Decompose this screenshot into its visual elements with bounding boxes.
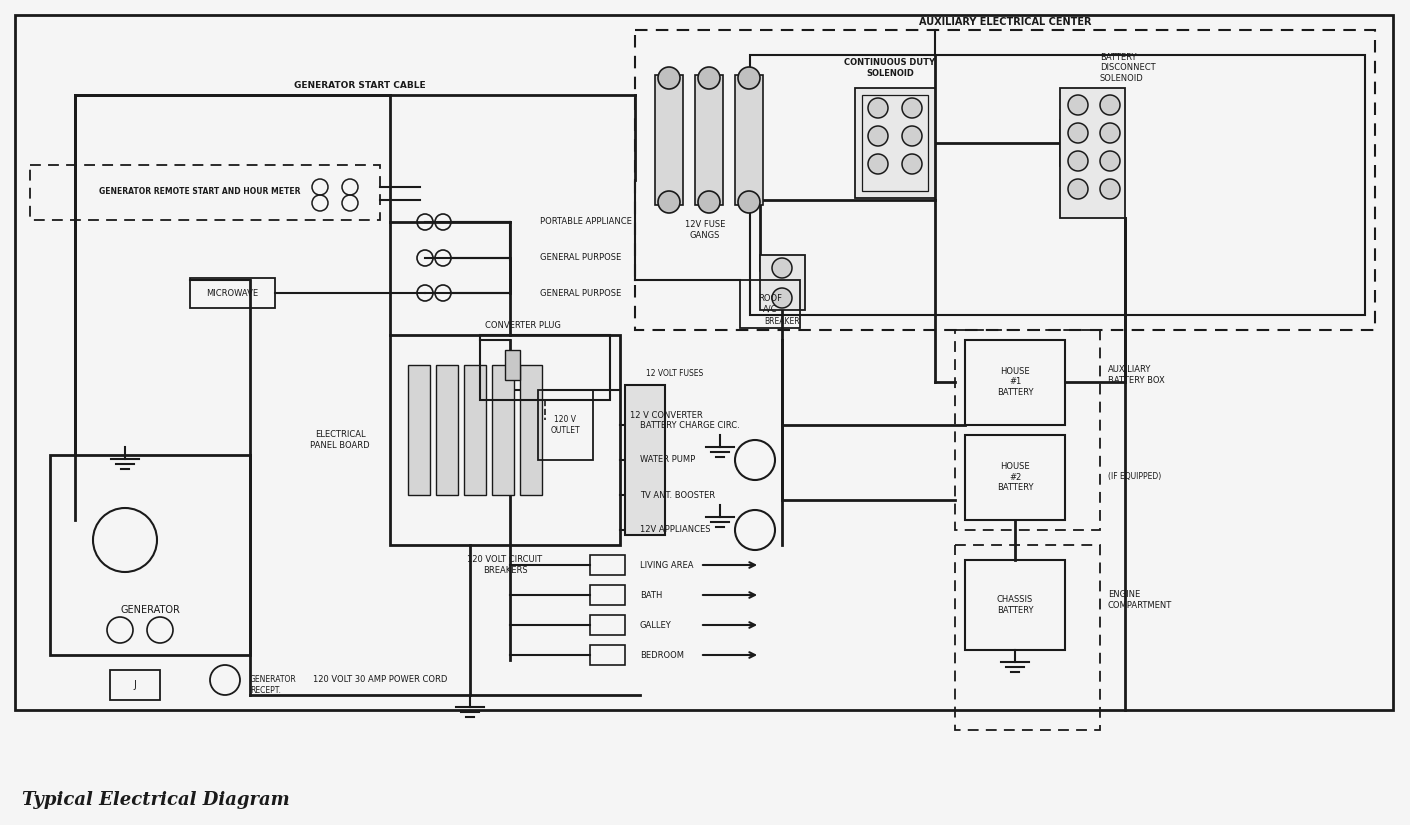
Text: ELECTRICAL
PANEL BOARD: ELECTRICAL PANEL BOARD	[310, 431, 369, 450]
Circle shape	[773, 288, 792, 308]
Text: BATH: BATH	[640, 591, 663, 600]
Bar	[695, 75, 723, 205]
Bar	[520, 365, 541, 495]
Circle shape	[698, 67, 721, 89]
Text: 120 VOLT 30 AMP POWER CORD: 120 VOLT 30 AMP POWER CORD	[313, 676, 447, 685]
Text: J: J	[134, 680, 137, 690]
Text: AUXILIARY ELECTRICAL CENTER: AUXILIARY ELECTRICAL CENTER	[919, 17, 1091, 27]
Text: BATTERY CHARGE CIRC.: BATTERY CHARGE CIRC.	[640, 421, 740, 430]
Bar	[589, 615, 625, 635]
Bar	[505, 350, 520, 380]
Bar	[464, 365, 486, 495]
Circle shape	[737, 67, 760, 89]
Bar	[539, 390, 594, 460]
Bar	[492, 365, 515, 495]
Bar	[30, 165, 381, 220]
Text: 12V FUSE
GANGS: 12V FUSE GANGS	[685, 220, 725, 240]
Bar	[955, 330, 1100, 530]
Text: Typical Electrical Diagram: Typical Electrical Diagram	[23, 791, 289, 809]
Circle shape	[902, 98, 922, 118]
Text: GENERATOR
RECEPT.: GENERATOR RECEPT.	[250, 676, 296, 695]
Text: GENERAL PURPOSE: GENERAL PURPOSE	[540, 253, 622, 262]
Text: GENERAL PURPOSE: GENERAL PURPOSE	[540, 289, 622, 298]
Bar	[589, 645, 625, 665]
Bar	[110, 670, 159, 700]
Text: CONTINUOUS DUTY
SOLENOID: CONTINUOUS DUTY SOLENOID	[845, 59, 935, 78]
Bar	[49, 455, 250, 655]
Bar	[750, 55, 1365, 315]
Text: HOUSE
#2
BATTERY: HOUSE #2 BATTERY	[997, 462, 1034, 492]
Text: PORTABLE APPLIANCE: PORTABLE APPLIANCE	[540, 218, 632, 227]
Text: BREAKER: BREAKER	[764, 318, 799, 327]
Bar	[862, 95, 928, 191]
Circle shape	[869, 126, 888, 146]
Text: AUXILIARY
BATTERY BOX: AUXILIARY BATTERY BOX	[1108, 365, 1165, 384]
Text: WATER PUMP: WATER PUMP	[640, 455, 695, 464]
Bar	[1060, 88, 1125, 218]
Text: ROOF
A/C: ROOF A/C	[759, 295, 783, 314]
Text: GENERATOR: GENERATOR	[120, 605, 180, 615]
Circle shape	[869, 154, 888, 174]
Text: GENERATOR REMOTE START AND HOUR METER: GENERATOR REMOTE START AND HOUR METER	[99, 187, 300, 196]
Circle shape	[1067, 179, 1089, 199]
Text: BEDROOM: BEDROOM	[640, 650, 684, 659]
Bar	[625, 385, 666, 535]
Text: LIVING AREA: LIVING AREA	[640, 560, 694, 569]
Text: CONVERTER PLUG: CONVERTER PLUG	[485, 320, 561, 329]
Text: 120 VOLT CIRCUIT
BREAKERS: 120 VOLT CIRCUIT BREAKERS	[468, 555, 543, 575]
Circle shape	[902, 154, 922, 174]
Circle shape	[1067, 151, 1089, 171]
Bar	[479, 335, 611, 400]
Circle shape	[737, 191, 760, 213]
Bar	[391, 335, 620, 545]
Circle shape	[1100, 95, 1120, 115]
Bar	[190, 278, 275, 308]
Text: HOUSE
#1
BATTERY: HOUSE #1 BATTERY	[997, 367, 1034, 397]
Bar	[589, 555, 625, 575]
Circle shape	[1100, 151, 1120, 171]
Text: MICROWAVE: MICROWAVE	[206, 289, 258, 298]
Bar	[407, 365, 430, 495]
Bar	[634, 30, 1375, 330]
Circle shape	[658, 191, 680, 213]
Text: 12 V CONVERTER: 12 V CONVERTER	[630, 411, 702, 419]
Text: ENGINE
COMPARTMENT: ENGINE COMPARTMENT	[1108, 591, 1172, 610]
Bar	[964, 435, 1065, 520]
Circle shape	[773, 258, 792, 278]
Circle shape	[902, 126, 922, 146]
Text: 12V APPLIANCES: 12V APPLIANCES	[640, 526, 711, 535]
Text: GENERATOR START CABLE: GENERATOR START CABLE	[295, 81, 426, 89]
Bar	[964, 560, 1065, 650]
Circle shape	[1067, 95, 1089, 115]
Circle shape	[658, 67, 680, 89]
Circle shape	[1100, 179, 1120, 199]
Text: 12 VOLT FUSES: 12 VOLT FUSES	[646, 369, 704, 378]
Circle shape	[698, 191, 721, 213]
Bar	[735, 75, 763, 205]
Bar	[436, 365, 458, 495]
Bar	[656, 75, 682, 205]
Circle shape	[1100, 123, 1120, 143]
Bar	[16, 15, 1393, 710]
Bar	[760, 255, 805, 310]
Text: GALLEY: GALLEY	[640, 620, 671, 629]
Text: BATTERY
DISCONNECT
SOLENOID: BATTERY DISCONNECT SOLENOID	[1100, 53, 1156, 82]
Bar	[964, 340, 1065, 425]
Text: TV ANT. BOOSTER: TV ANT. BOOSTER	[640, 491, 715, 499]
Bar	[955, 545, 1100, 730]
Bar	[740, 280, 799, 328]
Text: CHASSIS
BATTERY: CHASSIS BATTERY	[997, 596, 1034, 615]
Circle shape	[1067, 123, 1089, 143]
Text: (IF EQUIPPED): (IF EQUIPPED)	[1108, 473, 1162, 482]
Bar	[854, 88, 935, 198]
Bar	[589, 585, 625, 605]
Circle shape	[869, 98, 888, 118]
Text: 120 V
OUTLET: 120 V OUTLET	[550, 415, 580, 435]
